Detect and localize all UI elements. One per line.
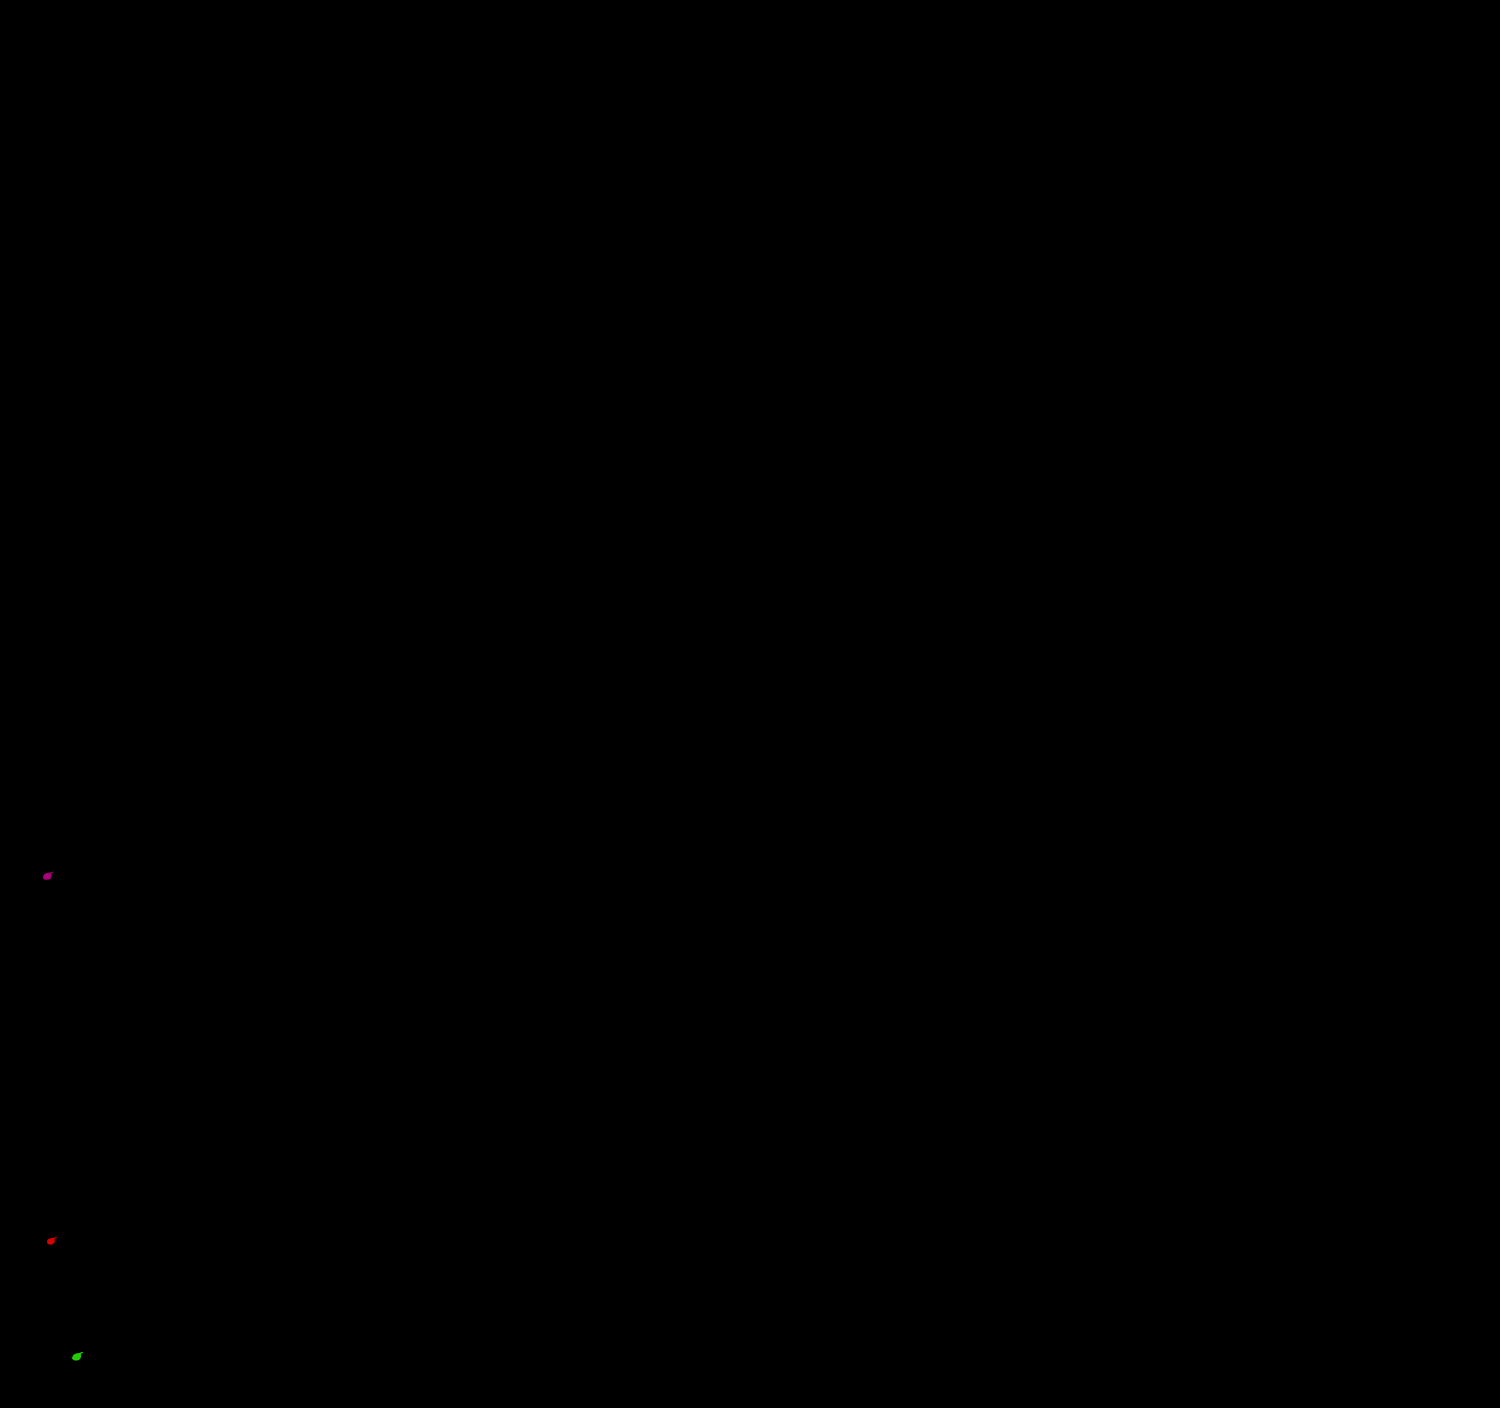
red-mark [46,1236,58,1247]
magenta-mark [42,871,55,883]
green-mark [71,1351,85,1363]
red-mark-glyph [46,1236,57,1245]
red-mark-path [46,1236,57,1245]
green-mark-path [72,1351,84,1361]
green-mark-glyph [72,1351,84,1361]
magenta-mark-path [42,871,54,880]
magenta-mark-glyph [42,871,54,880]
